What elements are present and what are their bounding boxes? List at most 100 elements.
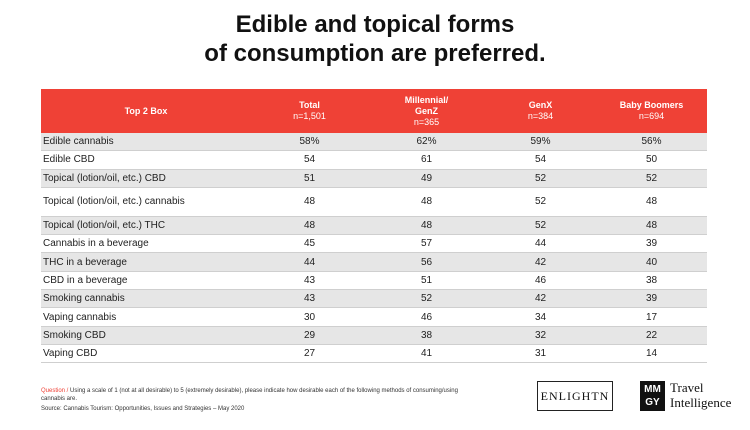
table-row: Topical (lotion/oil, etc.) THC 48 48 52 48 (41, 216, 707, 236)
page-title: Edible and topical forms of consumption … (0, 10, 750, 68)
header-millennial-name: Millennial/ GenZ (404, 94, 449, 116)
table-row: CBD in a beverage 43 51 46 38 (41, 272, 707, 291)
row-value: 48 (420, 220, 433, 232)
row-value: 52 (534, 196, 547, 208)
footnote-key: Question / (41, 388, 69, 394)
mmgy-logo: MM GY (640, 381, 665, 411)
row-value: 42 (534, 293, 547, 305)
row-value: 44 (534, 238, 547, 250)
row-value: 39 (645, 293, 658, 305)
row-value: 40 (645, 256, 658, 268)
row-value: 22 (645, 329, 658, 341)
table-row: Topical (lotion/oil, etc.) cannabis 48 48 5… (41, 188, 707, 217)
row-value: 43 (303, 293, 316, 305)
row-value: 32 (534, 329, 547, 341)
header-genx: GenX n=384 (485, 100, 596, 122)
row-value: 31 (534, 348, 547, 360)
table-row: Topical (lotion/oil, etc.) CBD 51 49 52 52 (41, 169, 707, 188)
header-boomers: Baby Boomers n=694 (596, 100, 707, 122)
header-boomers-name: Baby Boomers (619, 100, 684, 110)
row-value: 38 (645, 274, 658, 286)
row-value: 57 (420, 238, 433, 250)
row-value: 49 (420, 172, 433, 184)
row-value: 42 (534, 256, 547, 268)
row-value: 27 (303, 348, 316, 360)
row-value: 30 (303, 311, 316, 323)
row-value: 39 (645, 238, 658, 250)
header-genx-name: GenX (528, 100, 553, 110)
header-genx-n: n=384 (527, 111, 554, 121)
header-total-n: n=1,501 (293, 111, 326, 121)
travel-logo-line-1: Travel (670, 380, 704, 395)
row-value: 58% (299, 136, 320, 148)
row-value: 48 (420, 196, 433, 208)
row-value: 17 (645, 311, 658, 323)
header-millennial-n: n=365 (413, 116, 440, 127)
row-value: 56% (641, 136, 662, 148)
table-row: Edible CBD 54 61 54 50 (41, 151, 707, 170)
row-label: Smoking cannabis (43, 293, 125, 305)
row-label: THC in a beverage (43, 256, 127, 268)
row-label: CBD in a beverage (43, 274, 128, 286)
row-value: 48 (645, 220, 658, 232)
table-row: Cannabis in a beverage 45 57 44 39 (41, 235, 707, 254)
travel-intelligence-logo: Travel Intelligence (670, 380, 731, 410)
header-total: Total n=1,501 (251, 100, 368, 122)
row-label: Topical (lotion/oil, etc.) THC (43, 220, 166, 232)
row-value: 54 (534, 154, 547, 166)
row-value: 41 (420, 348, 433, 360)
mmgy-logo-line-1: MM (644, 384, 661, 395)
row-value: 29 (303, 329, 316, 341)
row-value: 44 (303, 256, 316, 268)
mmgy-logo-line-2: GY (645, 397, 660, 408)
row-value: 59% (530, 136, 551, 148)
table-body: Edible cannabis 58% 62% 59% 56% Edible CBD 54 6… (41, 133, 707, 364)
title-line-1: Edible and topical forms (235, 11, 515, 38)
row-value: 52 (645, 172, 658, 184)
row-value: 38 (420, 329, 433, 341)
row-label: Vaping CBD (43, 348, 98, 360)
source-note: Source: Cannabis Tourism: Opportunities,… (41, 406, 245, 412)
data-table: Top 2 Box Total n=1,501 Millennial/ GenZ… (41, 89, 707, 364)
table-header: Top 2 Box Total n=1,501 Millennial/ GenZ… (41, 89, 707, 133)
row-value: 62% (416, 136, 437, 148)
footnote-text: Using a scale of 1 (not at all desirable… (41, 388, 458, 402)
row-value: 46 (534, 274, 547, 286)
table-row: Vaping cannabis 30 46 34 17 (41, 308, 707, 327)
header-millennial: Millennial/ GenZ n=365 (368, 95, 485, 128)
row-value: 48 (303, 196, 316, 208)
travel-logo-line-2: Intelligence (670, 395, 732, 410)
row-value: 52 (534, 172, 547, 184)
row-label: Topical (lotion/oil, etc.) CBD (43, 172, 166, 184)
header-total-name: Total (299, 100, 320, 110)
row-value: 52 (420, 293, 433, 305)
enlightn-logo: ENLIGHTN (537, 381, 613, 411)
row-label: Smoking CBD (43, 329, 106, 341)
table-row: THC in a beverage 44 56 42 40 (41, 253, 707, 272)
footnote: Question / Using a scale of 1 (not at al… (41, 387, 481, 403)
row-value: 34 (534, 311, 547, 323)
row-value: 61 (420, 154, 433, 166)
row-value: 52 (534, 220, 547, 232)
row-value: 46 (420, 311, 433, 323)
row-value: 43 (303, 274, 316, 286)
table-row: Vaping CBD 27 41 31 14 (41, 345, 707, 364)
row-value: 48 (303, 220, 316, 232)
row-label: Topical (lotion/oil, etc.) cannabis (43, 196, 185, 208)
row-label: Edible cannabis (43, 136, 114, 148)
row-label: Edible CBD (43, 154, 95, 166)
title-line-2: of consumption are preferred. (204, 40, 546, 67)
row-label: Cannabis in a beverage (43, 238, 149, 250)
row-value: 54 (303, 154, 316, 166)
row-value: 48 (645, 196, 658, 208)
row-value: 51 (420, 274, 433, 286)
row-value: 51 (303, 172, 316, 184)
table-row: Smoking CBD 29 38 32 22 (41, 326, 707, 345)
header-label: Top 2 Box (124, 106, 168, 116)
row-value: 50 (645, 154, 658, 166)
table-row: Edible cannabis 58% 62% 59% 56% (41, 133, 707, 152)
header-boomers-n: n=694 (638, 111, 665, 121)
table-row: Smoking cannabis 43 52 42 39 (41, 290, 707, 309)
row-value: 14 (645, 348, 658, 360)
row-label: Vaping cannabis (43, 311, 117, 323)
